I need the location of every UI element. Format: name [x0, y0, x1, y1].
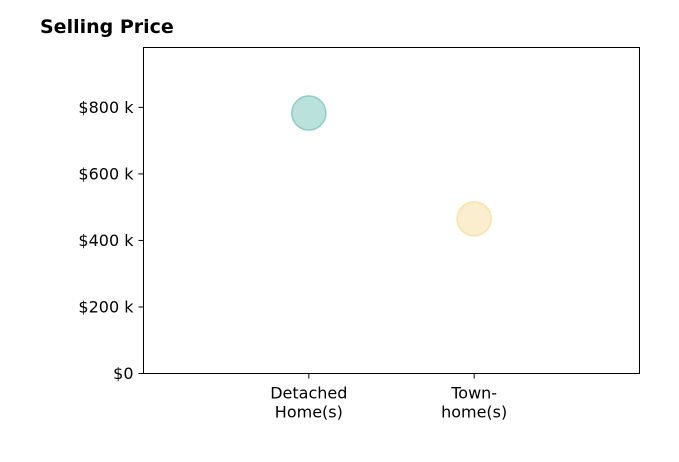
- y-tick-label: $800 k: [78, 98, 134, 117]
- data-points: [291, 95, 492, 237]
- y-tick-label: $200 k: [78, 297, 134, 316]
- x-tick-label-line: Detached: [270, 384, 347, 403]
- scatter-point: [456, 201, 492, 237]
- x-tick-label-line: Home(s): [275, 403, 343, 422]
- x-axis: Detached Home(s) Town-home(s): [270, 373, 507, 422]
- y-tick-label: $0: [113, 364, 133, 383]
- y-tick-label: $400 k: [78, 231, 134, 250]
- x-tick-label: Detached Home(s): [270, 384, 347, 422]
- x-tick-label: Town-home(s): [441, 384, 507, 422]
- scatter-point: [291, 95, 327, 131]
- y-axis: $0 $200 k $400 k $600 k $800 k: [78, 98, 144, 383]
- plot-frame: [143, 47, 640, 374]
- chart-title: Selling Price: [40, 16, 174, 38]
- x-tick-label-line: Town-: [450, 384, 497, 403]
- y-tick-label: $600 k: [78, 164, 134, 183]
- x-tick-label-line: home(s): [441, 403, 507, 422]
